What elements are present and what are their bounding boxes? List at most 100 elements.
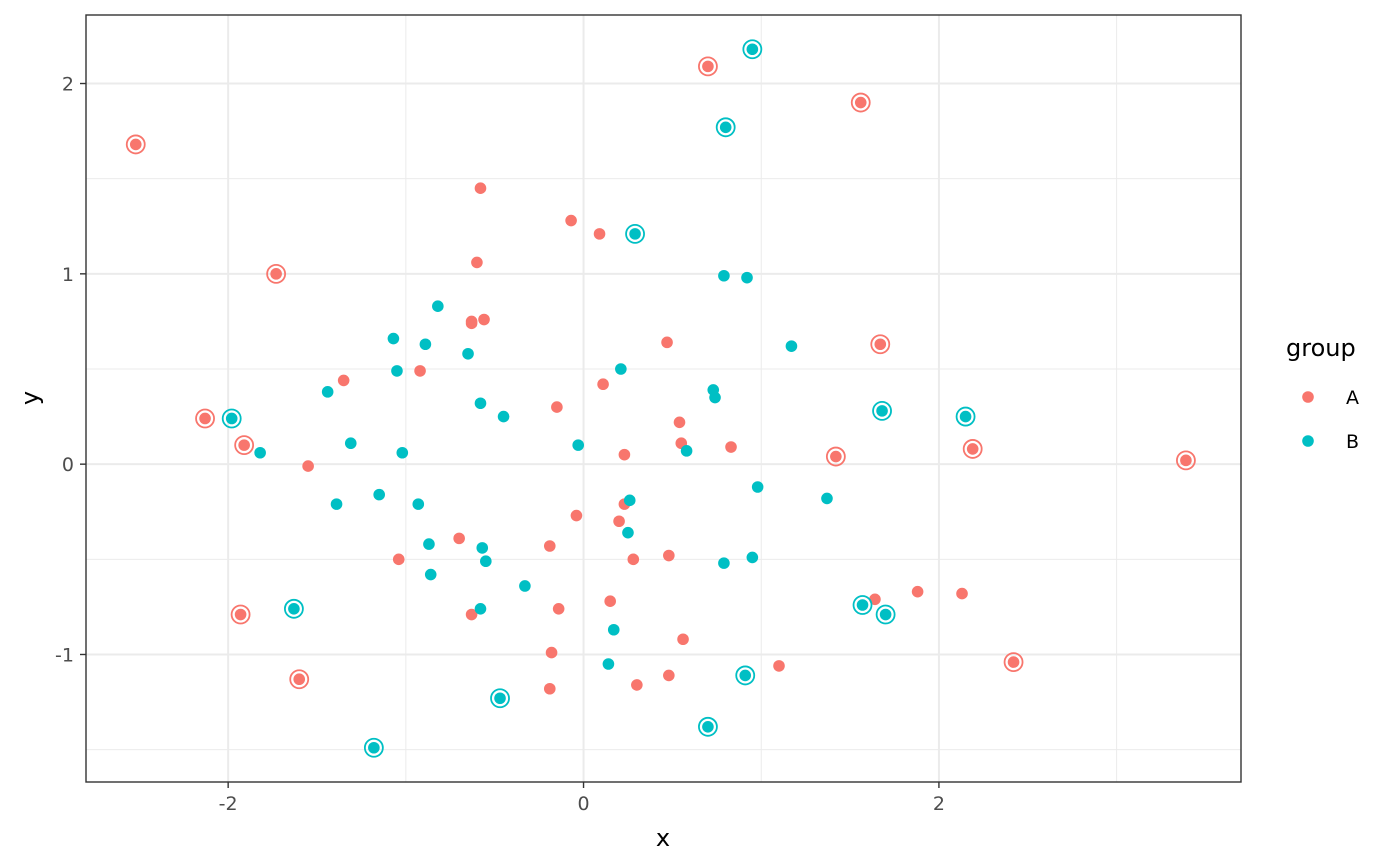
legend-label-a: A (1346, 387, 1359, 409)
point-b (623, 494, 636, 507)
point-a (552, 603, 565, 615)
point-b (718, 269, 730, 282)
x-tick-label: 2 (933, 793, 945, 815)
point-a (604, 595, 616, 607)
point-a (565, 214, 577, 227)
point-b (702, 721, 714, 733)
y-axis-title: y (16, 391, 44, 405)
y-tick-label: 1 (62, 264, 74, 286)
point-a (874, 338, 887, 351)
point-a (337, 374, 350, 387)
point-b (615, 363, 627, 375)
x-tick-label: 0 (577, 793, 589, 815)
point-ring-b (875, 604, 896, 625)
point-a (471, 256, 483, 269)
legend-title: group (1286, 334, 1356, 362)
point-ring-b (852, 595, 873, 615)
point-a (661, 336, 673, 349)
point-a (956, 587, 968, 600)
point-b (785, 340, 798, 352)
point-ring-b (490, 688, 510, 709)
point-a (270, 268, 282, 280)
point-ring-a (825, 446, 846, 467)
y-tick-label: 0 (62, 454, 74, 476)
point-a (453, 532, 465, 545)
point-ring-b (742, 39, 763, 60)
point-b (368, 741, 380, 754)
point-b (494, 692, 506, 705)
point-a (414, 365, 426, 377)
legend-label-b: B (1346, 431, 1359, 453)
point-b (497, 410, 510, 423)
point-ring-a (289, 669, 310, 690)
legend-key-a (1302, 391, 1314, 403)
point-a (129, 138, 142, 151)
point-a (677, 633, 689, 646)
point-b (480, 555, 492, 568)
point-b (602, 658, 615, 670)
point-b (572, 439, 585, 451)
point-a (293, 673, 306, 686)
point-b (330, 498, 343, 510)
y-axis-ticks: -1 0 1 2 (55, 74, 86, 666)
point-a (702, 60, 714, 73)
point-a (663, 669, 675, 682)
x-axis-ticks: -2 0 2 (219, 782, 945, 815)
plot-panel-border (85, 14, 1242, 783)
point-a (238, 439, 250, 451)
point-ring-b (872, 400, 892, 421)
plot-background (86, 15, 1241, 782)
point-b (746, 551, 759, 564)
point-b (419, 338, 432, 351)
point-b (424, 568, 437, 581)
point-a (465, 317, 478, 330)
point-b (680, 445, 693, 457)
point-a (854, 96, 867, 109)
point-ring-b (283, 598, 304, 619)
legend: group A B (1286, 334, 1359, 453)
point-a (545, 646, 558, 659)
point-ring-b (363, 737, 384, 758)
point-a (911, 585, 924, 598)
point-b (719, 121, 732, 134)
point-a (474, 182, 487, 194)
point-ring-b (625, 223, 645, 244)
point-b (396, 446, 409, 459)
point-b (519, 580, 531, 592)
point-ring-a (1003, 652, 1024, 672)
point-b (959, 410, 972, 423)
point-b (474, 397, 487, 410)
point-b (856, 599, 869, 611)
point-b (876, 405, 888, 417)
point-a (543, 540, 556, 552)
point-a (830, 450, 842, 463)
point-ring-a (698, 56, 718, 77)
point-a (631, 679, 643, 691)
point-a (627, 553, 640, 566)
point-ring-b (715, 117, 736, 138)
point-b (344, 437, 357, 450)
point-b (474, 603, 487, 615)
point-b (373, 488, 385, 501)
point-ring-b (735, 665, 756, 686)
point-b (718, 557, 730, 569)
minor-gridlines (86, 15, 1241, 782)
point-b (462, 347, 474, 360)
point-ring-a (870, 334, 891, 355)
point-a (773, 660, 785, 672)
point-a (597, 378, 609, 391)
point-ring-a (195, 408, 215, 429)
point-a (1180, 454, 1192, 467)
point-b (254, 446, 266, 459)
point-b (607, 623, 620, 636)
point-b (629, 228, 641, 240)
point-b (741, 271, 753, 284)
point-ring-a (962, 439, 983, 459)
point-a (1007, 656, 1020, 668)
point-ring-b (221, 408, 242, 429)
point-a (869, 593, 881, 606)
legend-key-b (1302, 435, 1314, 447)
point-b (821, 492, 833, 505)
point-b (751, 481, 764, 493)
point-b (709, 391, 721, 404)
